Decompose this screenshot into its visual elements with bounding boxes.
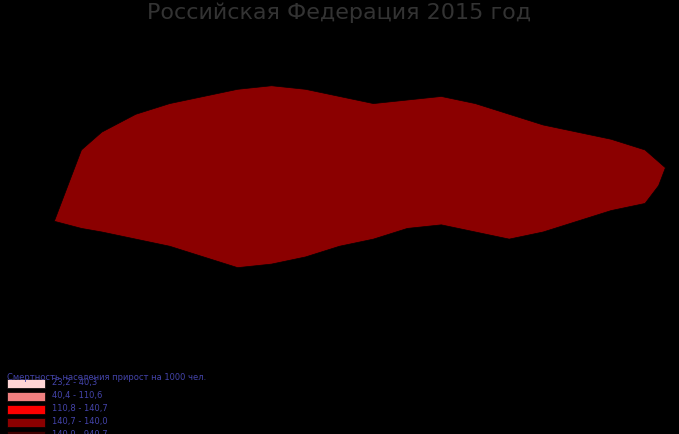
Text: 140,7 - 140,0: 140,7 - 140,0 [52,417,108,425]
FancyBboxPatch shape [7,404,45,414]
FancyBboxPatch shape [7,391,45,401]
FancyBboxPatch shape [7,418,45,427]
Text: 110,8 - 140,7: 110,8 - 140,7 [52,404,108,412]
Text: 23,2 - 40,3: 23,2 - 40,3 [52,378,98,386]
Polygon shape [54,86,665,268]
Text: 40,4 - 110,6: 40,4 - 110,6 [52,391,103,399]
Text: 140,0 - 940,7: 140,0 - 940,7 [52,430,108,434]
Title: Российская Федерация 2015 год: Российская Федерация 2015 год [147,3,532,23]
FancyBboxPatch shape [7,431,45,434]
FancyBboxPatch shape [7,378,45,388]
Text: Смертность населения прирост на 1000 чел.: Смертность населения прирост на 1000 чел… [7,372,206,381]
